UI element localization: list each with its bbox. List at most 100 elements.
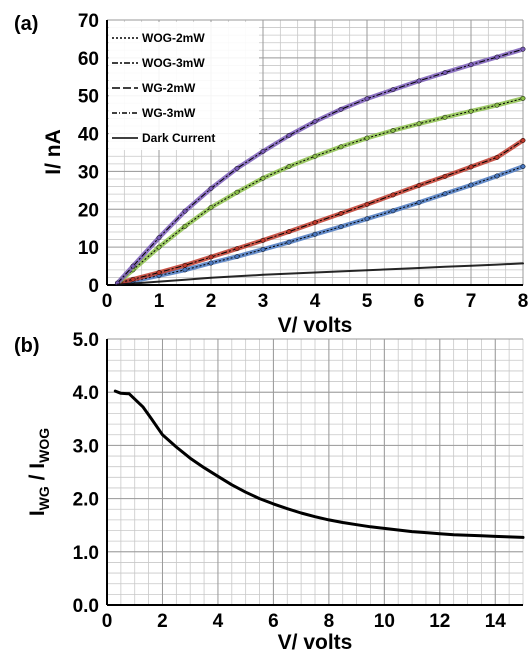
data-point: [364, 216, 370, 222]
data-point: [364, 201, 370, 207]
series-overlay-line: [117, 166, 524, 284]
x-tick-label: 14: [485, 611, 507, 632]
x-tick-label: 0: [102, 611, 113, 632]
data-point: [312, 231, 318, 237]
legend-box: [109, 22, 259, 150]
legend-entry: WG-2mW: [142, 81, 196, 95]
series-line: [115, 138, 526, 286]
data-point: [494, 154, 500, 160]
data-point: [286, 133, 292, 138]
y-tick-label: 0: [88, 276, 99, 297]
data-point: [156, 270, 162, 275]
data-point: [390, 128, 396, 133]
y-tick-label: 0.0: [73, 596, 99, 617]
data-point: [312, 220, 318, 225]
y-tick-label: 5.0: [73, 330, 99, 351]
data-point: [286, 164, 292, 169]
y-tick-label: 20: [78, 200, 99, 221]
x-tick-label: 3: [258, 291, 269, 312]
x-tick-label: 2: [157, 611, 168, 632]
data-point: [520, 46, 526, 52]
data-point: [182, 267, 188, 273]
x-tick-label: 4: [310, 291, 321, 312]
x-tick-label: 6: [268, 611, 279, 632]
data-point: [208, 204, 214, 210]
x-tick-label: 2: [206, 291, 217, 312]
data-point: [494, 54, 500, 60]
data-point: [260, 148, 266, 154]
x-tick-label: 12: [429, 611, 450, 632]
series-overlay-line: [117, 139, 524, 284]
data-point: [312, 119, 318, 124]
data-point: [390, 87, 396, 93]
data-point: [338, 106, 344, 112]
data-point: [182, 262, 188, 268]
legend-entry: WG-3mW: [142, 106, 196, 120]
x-tick-label: 1: [154, 291, 165, 312]
data-point: [520, 137, 526, 143]
x-tick-label: 8: [324, 611, 335, 632]
x-axis-label: V/ volts: [278, 631, 353, 654]
data-point: [338, 211, 344, 216]
data-point: [364, 135, 370, 141]
data-point: [208, 260, 214, 266]
y-tick-label: 1.0: [73, 543, 99, 564]
data-point: [390, 208, 396, 214]
data-point: [442, 70, 448, 76]
data-point: [468, 164, 474, 170]
data-point: [494, 173, 500, 179]
y-axis-label: IWG / IWOG: [26, 428, 52, 516]
data-point: [416, 78, 422, 84]
x-axis-label: V/ volts: [278, 314, 353, 337]
data-point: [234, 254, 240, 260]
y-tick-label: 10: [78, 238, 99, 259]
y-tick-label: 3.0: [73, 436, 99, 457]
x-tick-label: 6: [414, 291, 425, 312]
y-tick-label: 30: [78, 162, 99, 183]
data-point: [130, 276, 136, 282]
data-point: [338, 144, 344, 150]
data-point: [260, 246, 266, 252]
panel-b-chart: 0 2 4 6 8 10 12 14 0.0 1.0 2.0 3.0 4.0 5.0 (b) V/ volts…: [14, 330, 525, 654]
panel-a-chart: 0 1 2 3 4 5 6 7 8 0 10 20 30 40 50 60 70 WOG-2mW WOG-3mW WG…: [14, 11, 528, 337]
data-point: [468, 62, 474, 68]
data-point: [520, 95, 526, 101]
y-axis-label: I/ nA: [42, 129, 65, 175]
data-point: [260, 175, 266, 181]
legend-entry: WOG-2mW: [142, 31, 205, 45]
panel-label: (a): [14, 13, 38, 35]
series-line: [113, 389, 525, 539]
data-point: [390, 192, 396, 198]
legend-entry: Dark Current: [142, 131, 215, 145]
data-point: [208, 254, 214, 260]
data-point: [520, 164, 526, 169]
y-tick-label: 60: [78, 49, 99, 70]
data-point: [364, 96, 370, 102]
data-point: [338, 224, 344, 230]
data-point: [286, 239, 292, 245]
data-point: [416, 182, 422, 188]
data-point: [494, 102, 500, 108]
data-point: [442, 191, 448, 197]
x-tick-label: 5: [362, 291, 373, 312]
y-tick-label: 4.0: [73, 383, 99, 404]
data-point: [260, 237, 266, 243]
x-tick-label: 7: [466, 291, 477, 312]
x-tick-label: 10: [374, 611, 395, 632]
y-tick-label: 40: [78, 125, 99, 146]
data-point: [182, 223, 188, 229]
legend-entry: WOG-3mW: [142, 56, 205, 70]
data-point: [442, 114, 448, 120]
data-point: [416, 121, 422, 127]
y-tick-label: 50: [78, 87, 99, 108]
data-point: [468, 108, 474, 114]
data-point: [312, 153, 318, 159]
data-point: [234, 189, 240, 195]
y-tick-label: 70: [78, 11, 99, 32]
x-tick-label: 4: [213, 611, 224, 632]
data-point: [156, 244, 162, 250]
data-point: [468, 182, 474, 188]
data-point: [286, 229, 292, 235]
panel-label: (b): [14, 335, 40, 357]
